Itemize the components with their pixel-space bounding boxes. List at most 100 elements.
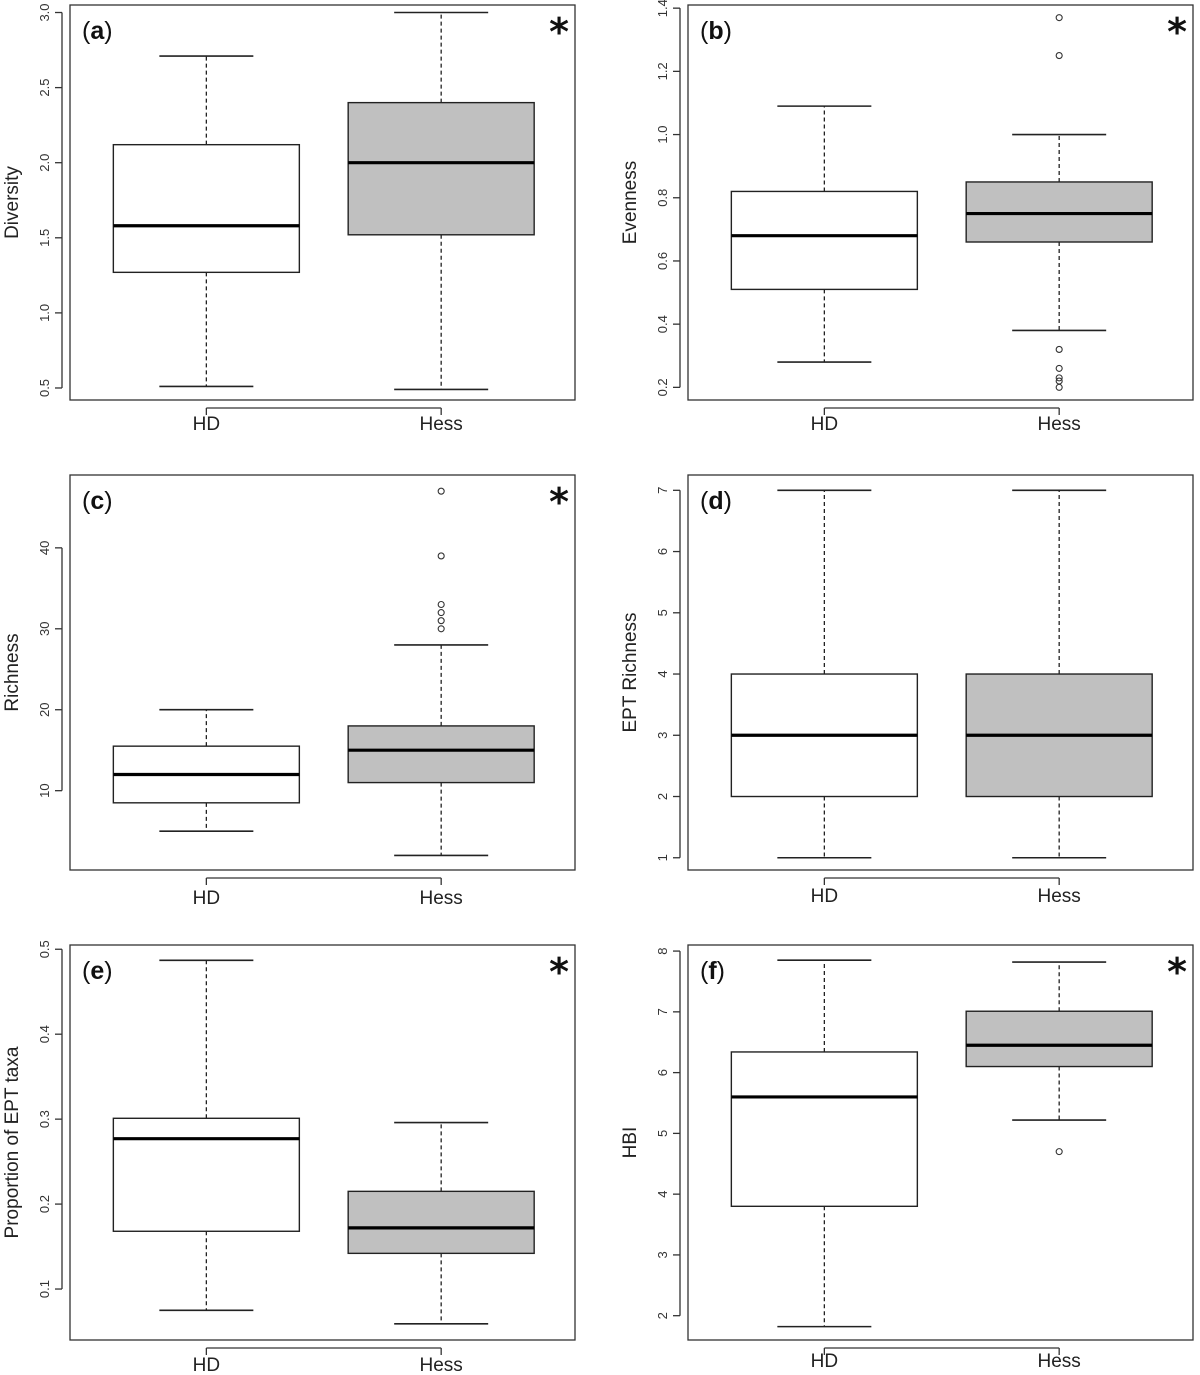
- outlier-point: [1055, 14, 1063, 22]
- y-axis-label: Proportion of EPT taxa: [2, 1046, 23, 1238]
- plot-frame: [687, 474, 1194, 871]
- box-iqr: [965, 1010, 1153, 1068]
- y-tick-label: 7: [655, 1008, 670, 1015]
- box-hess: [965, 489, 1153, 859]
- outlier-point: [437, 552, 445, 560]
- panel-b: 0.2 0.4 0.6 0.8 1.0 1.2 1.4 HD Hess Evenness (b) *: [620, 0, 1194, 435]
- plot-frame: [69, 474, 576, 871]
- y-tick-label: 0.3: [37, 1110, 52, 1128]
- box-hess: [347, 11, 535, 391]
- box-hd: [730, 105, 919, 363]
- significance-star: *: [549, 480, 569, 524]
- x-category-label: HD: [811, 886, 838, 907]
- panel-a: 0.5 1.0 1.5 2.0 2.5 3.0 HD Hess Diversity (a) *: [2, 3, 576, 435]
- plot-frame: [69, 4, 576, 401]
- y-tick-label: 2: [655, 793, 670, 800]
- significance-star: *: [1167, 10, 1187, 54]
- box-hess: [965, 14, 1153, 391]
- box-hd: [730, 489, 919, 859]
- y-tick-label: 0.2: [37, 1195, 52, 1213]
- significance-star: *: [549, 10, 569, 54]
- outlier-point: [1055, 383, 1063, 391]
- box-hd: [730, 959, 919, 1328]
- panel-label: (e): [82, 957, 113, 985]
- y-tick-label: 2.0: [37, 154, 52, 172]
- y-tick-label: 1.5: [37, 229, 52, 247]
- x-category-label: Hess: [420, 414, 463, 435]
- y-tick-label: 0.2: [655, 378, 670, 396]
- x-category-label: HD: [811, 1351, 838, 1372]
- x-category-label: HD: [811, 414, 838, 435]
- x-category-label: Hess: [420, 888, 463, 909]
- y-tick-label: 8: [655, 947, 670, 954]
- outlier-point: [437, 625, 445, 633]
- y-tick-label: 3: [655, 1251, 670, 1258]
- outlier-point: [1055, 364, 1063, 372]
- outlier-point: [437, 487, 445, 495]
- y-axis-label: Richness: [2, 633, 23, 711]
- y-tick-label: 0.1: [37, 1280, 52, 1298]
- y-tick-label: 40: [37, 541, 52, 555]
- x-category-label: Hess: [1038, 414, 1081, 435]
- box-hess: [965, 961, 1153, 1156]
- y-tick-label: 7: [655, 487, 670, 494]
- y-axis-label: EPT Richness: [620, 612, 641, 732]
- x-category-label: HD: [193, 1355, 220, 1375]
- panel-label: (f): [700, 957, 725, 985]
- x-category-label: Hess: [420, 1355, 463, 1375]
- y-tick-label: 5: [655, 609, 670, 616]
- plot-frame: [687, 944, 1194, 1341]
- x-category-label: HD: [193, 414, 220, 435]
- outlier-point: [1055, 345, 1063, 353]
- y-tick-label: 30: [37, 622, 52, 636]
- y-tick-label: 6: [655, 548, 670, 555]
- y-tick-label: 0.6: [655, 252, 670, 270]
- y-tick-label: 0.4: [37, 1025, 52, 1043]
- outlier-point: [1055, 374, 1063, 382]
- outlier-point: [437, 617, 445, 625]
- y-tick-label: 2.5: [37, 79, 52, 97]
- box-iqr: [347, 101, 535, 236]
- box-iqr: [347, 725, 535, 784]
- plot-frame: [69, 944, 576, 1341]
- outlier-point: [1055, 1148, 1063, 1156]
- outlier-point: [1055, 52, 1063, 60]
- box-iqr: [112, 1117, 301, 1232]
- outlier-point: [437, 609, 445, 617]
- panel-d: 1 2 3 4 5 6 7 HD Hess EPT Richness (d): [620, 474, 1194, 907]
- y-axis-label: HBI: [620, 1127, 641, 1159]
- y-tick-label: 4: [655, 1191, 670, 1198]
- y-axis-label: Evenness: [620, 161, 641, 244]
- x-category-label: HD: [193, 888, 220, 909]
- y-tick-label: 2: [655, 1312, 670, 1319]
- y-axis-label: Diversity: [2, 166, 23, 239]
- y-tick-label: 4: [655, 670, 670, 677]
- box-iqr: [112, 143, 301, 274]
- significance-star: *: [1167, 950, 1187, 994]
- box-hess: [347, 487, 535, 857]
- box-hd: [112, 55, 301, 388]
- box-iqr: [730, 190, 919, 291]
- y-tick-label: 10: [37, 783, 52, 797]
- panel-c: 10 20 30 40 HD Hess Richness (c) *: [2, 474, 576, 909]
- y-tick-label: 0.5: [37, 940, 52, 958]
- y-tick-label: 1.0: [655, 126, 670, 144]
- box-hd: [112, 959, 301, 1312]
- x-category-label: Hess: [1038, 886, 1081, 907]
- y-tick-label: 0.4: [655, 315, 670, 333]
- significance-star: *: [549, 950, 569, 994]
- y-tick-label: 0.5: [37, 379, 52, 397]
- y-tick-label: 3: [655, 732, 670, 739]
- outlier-point: [437, 600, 445, 609]
- panel-label: (b): [700, 17, 732, 45]
- box-iqr: [730, 1051, 919, 1208]
- plot-frame: [687, 4, 1194, 401]
- y-tick-label: 0.8: [655, 189, 670, 207]
- y-tick-label: 5: [655, 1130, 670, 1137]
- box-hd: [112, 708, 301, 832]
- panel-label: (a): [82, 17, 113, 45]
- y-tick-label: 1.0: [37, 304, 52, 322]
- panel-label: (c): [82, 487, 113, 515]
- y-tick-label: 1: [655, 854, 670, 861]
